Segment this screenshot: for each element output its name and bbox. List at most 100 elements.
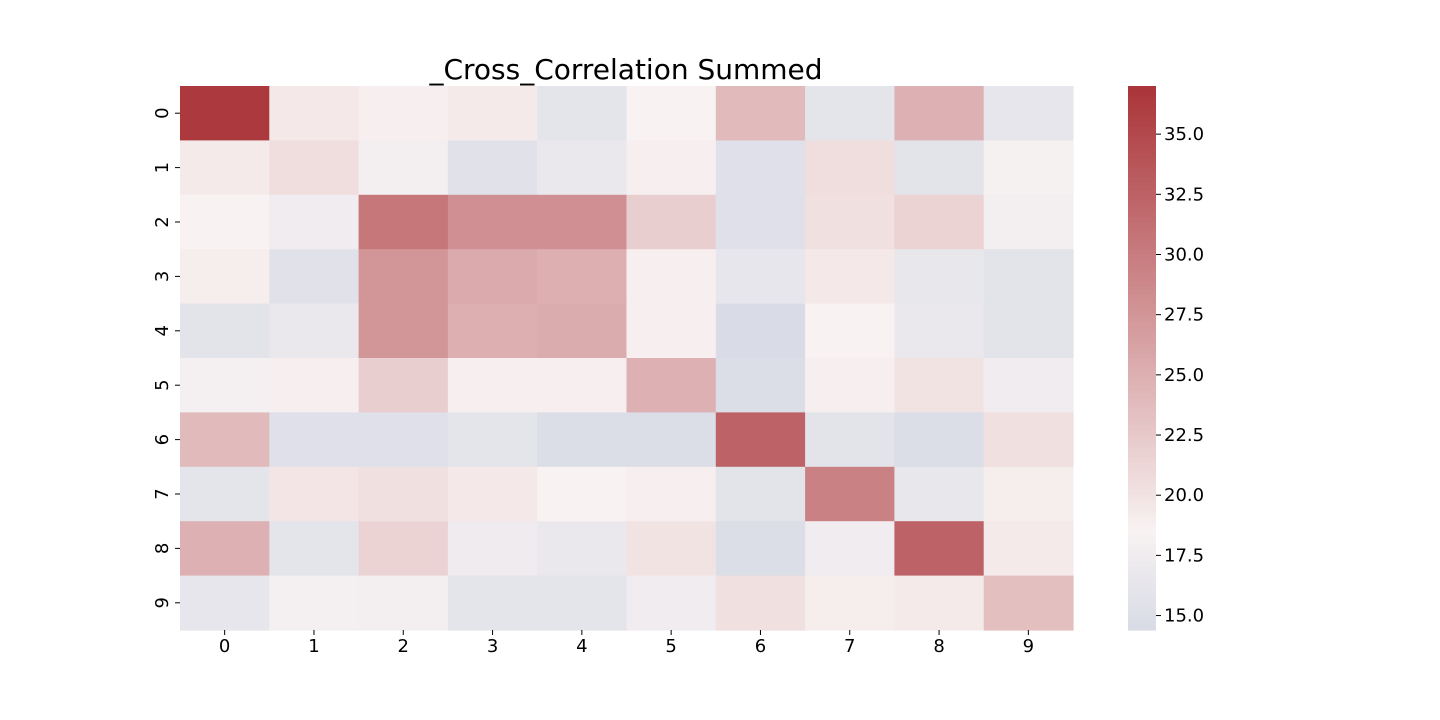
heatmap-cell-r1-c2 [358, 140, 449, 196]
x-axis: 0 1 2 3 4 5 6 7 8 9 [219, 630, 1034, 657]
colorbar-segment [1128, 580, 1156, 586]
y-tick-label: 5 [152, 379, 173, 390]
y-tick-label: 9 [152, 597, 173, 608]
colorbar-segment [1128, 348, 1156, 355]
heatmap-cell-r7-c2 [358, 466, 449, 522]
colorbar-segment [1128, 176, 1156, 182]
heatmap-cell-r7-c7 [805, 466, 895, 522]
heatmap-cell-r4-c3 [447, 303, 538, 359]
colorbar-segment [1128, 253, 1156, 259]
colorbar-segment [1128, 407, 1156, 413]
heatmap-cell-r5-c3 [447, 358, 538, 413]
heatmap-cell-r2-c3 [447, 194, 538, 250]
heatmap-cell-r3-c7 [805, 249, 895, 305]
colorbar-segment [1128, 208, 1156, 214]
colorbar-segment [1128, 212, 1156, 219]
colorbar-tick-label: 22.5 [1164, 425, 1204, 446]
colorbar-segment [1128, 602, 1156, 608]
colorbar-segment [1128, 249, 1156, 255]
heatmap-cell-r3-c2 [358, 249, 449, 305]
colorbar-segment [1128, 222, 1156, 228]
colorbar-tick-label: 32.5 [1164, 184, 1204, 205]
x-tick-label: 9 [1023, 636, 1034, 657]
heatmap-cell-r7-c4 [537, 466, 628, 522]
heatmap-cell-r9-c1 [269, 575, 360, 631]
colorbar-segment [1128, 172, 1156, 178]
colorbar-tick-label: 25.0 [1164, 365, 1204, 386]
heatmap-cell-r1-c9 [983, 140, 1074, 196]
colorbar-segment [1128, 113, 1156, 119]
x-tick-label: 3 [487, 636, 498, 657]
colorbar-segment [1128, 439, 1156, 445]
colorbar-segment [1128, 144, 1156, 151]
colorbar-tick-label: 20.0 [1164, 485, 1204, 506]
colorbar-segment [1128, 598, 1156, 604]
y-tick-label: 2 [152, 216, 173, 227]
heatmap-cell-r8-c4 [537, 521, 628, 577]
colorbar-segment [1128, 267, 1156, 273]
colorbar-segment [1128, 426, 1156, 432]
colorbar-segment [1128, 498, 1156, 504]
heatmap-cell-r1-c0 [180, 140, 270, 196]
colorbar-tick-label: 17.5 [1164, 545, 1204, 566]
colorbar-segment [1128, 412, 1156, 418]
colorbar-segment [1128, 190, 1156, 196]
y-tick-label: 1 [152, 162, 173, 173]
colorbar-segment [1128, 444, 1156, 450]
heatmap-cell-r0-c3 [447, 86, 538, 141]
colorbar-segment [1128, 448, 1156, 454]
heatmap-cell-r2-c9 [983, 194, 1074, 250]
heatmap-cell-r3-c6 [715, 249, 806, 305]
y-tick-label: 4 [152, 325, 173, 336]
colorbar-segment [1128, 616, 1156, 622]
colorbar-segment [1128, 244, 1156, 250]
heatmap-cell-r4-c6 [715, 303, 806, 359]
heatmap-cell-r0-c7 [805, 86, 895, 141]
colorbar-segment [1128, 104, 1156, 110]
colorbar-segment [1128, 339, 1156, 345]
colorbar-segment [1128, 620, 1156, 627]
colorbar-segment [1128, 117, 1156, 123]
heatmap-cell-r5-c2 [358, 358, 449, 413]
colorbar-segment [1128, 235, 1156, 241]
heatmap-cell-r4-c0 [180, 303, 270, 359]
colorbar-segment [1128, 154, 1156, 160]
heatmap-cell-r8-c6 [715, 521, 806, 577]
x-tick-label: 2 [398, 636, 409, 657]
x-tick-label: 6 [755, 636, 766, 657]
heatmap-cell-r7-c3 [447, 466, 538, 522]
colorbar-segment [1128, 593, 1156, 599]
colorbar-segment [1128, 385, 1156, 391]
colorbar-segment [1128, 167, 1156, 173]
colorbar-segment [1128, 280, 1156, 287]
heatmap-cell-r5-c9 [983, 358, 1074, 413]
heatmap-cell-r2-c4 [537, 194, 628, 250]
colorbar-segment [1128, 398, 1156, 404]
heatmap-cell-r5-c6 [715, 358, 806, 413]
colorbar-segment [1128, 217, 1156, 223]
heatmap-cell-r6-c9 [983, 412, 1074, 468]
colorbar-segment [1128, 376, 1156, 382]
colorbar-segment [1128, 611, 1156, 617]
colorbar-segment [1128, 484, 1156, 491]
heatmap-cell-r6-c7 [805, 412, 895, 468]
x-tick-label: 8 [933, 636, 944, 657]
heatmap-cell-r5-c8 [894, 358, 985, 413]
heatmap-cell-r7-c8 [894, 466, 985, 522]
heatmap-cell-r1-c5 [626, 140, 717, 196]
heatmap-cell-r4-c2 [358, 303, 449, 359]
heatmap-cell-r2-c8 [894, 194, 985, 250]
colorbar-tick-label: 15.0 [1164, 606, 1204, 627]
heatmap-cell-r2-c1 [269, 194, 360, 250]
heatmap-cell-r4-c8 [894, 303, 985, 359]
colorbar-segment [1128, 548, 1156, 554]
heatmap-cell-r1-c4 [537, 140, 628, 196]
heatmap-cell-r6-c3 [447, 412, 538, 468]
colorbar-segment [1128, 303, 1156, 309]
colorbar-segment [1128, 507, 1156, 513]
colorbar-segment [1128, 99, 1156, 105]
colorbar-segment [1128, 457, 1156, 463]
heatmap-cell-r8-c1 [269, 521, 360, 577]
heatmap-cell-r4-c1 [269, 303, 360, 359]
